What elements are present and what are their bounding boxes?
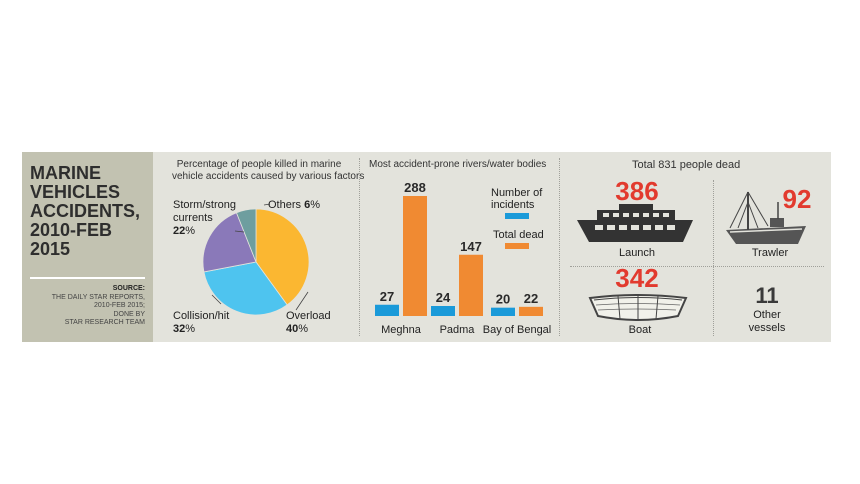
- pie-label-collision: Collision/hit 32%: [173, 310, 229, 336]
- pct-sign: %: [185, 225, 196, 237]
- title-divider: [30, 277, 145, 279]
- bar-value-label: 24: [436, 290, 451, 305]
- main-title: MARINE VEHICLES ACCIDENTS, 2010-FEB 2015: [30, 164, 150, 259]
- bar-incidents: [491, 307, 515, 316]
- bar-dead: [459, 254, 483, 316]
- pie-pct-storm: 22: [173, 225, 186, 237]
- launch-count: 386: [615, 176, 659, 206]
- vessel-grid-divider: [570, 266, 824, 268]
- pie-leader-line: [295, 291, 309, 311]
- boat-label: Boat: [628, 324, 652, 336]
- pct-sign: %: [310, 199, 320, 211]
- source-label: SOURCE:: [112, 285, 145, 292]
- bar-value-label: 288: [404, 180, 426, 195]
- pie-label-storm-line: currents: [173, 212, 213, 224]
- pie-label-others-name: Others: [268, 199, 302, 211]
- pie-slice: [255, 208, 310, 306]
- bar-dead: [403, 196, 427, 316]
- legend-incidents: Number of incidents: [491, 187, 542, 211]
- title-line: MARINE: [30, 163, 101, 183]
- title-line: 2010-FEB: [30, 220, 113, 240]
- pie-leader-line: [263, 203, 271, 206]
- boat-icon: [588, 290, 688, 329]
- title-line: 2015: [30, 239, 71, 259]
- infographic-panel: MARINE VEHICLES ACCIDENTS, 2010-FEB 2015…: [22, 152, 831, 342]
- boat-count: 342: [615, 263, 659, 293]
- bar-dead: [519, 306, 543, 316]
- title-panel: MARINE VEHICLES ACCIDENTS, 2010-FEB 2015…: [22, 152, 153, 342]
- bar-heading: Most accident-prone rivers/water bodies: [369, 159, 547, 170]
- pie-slice: [202, 212, 257, 273]
- bar-category-label: Meghna: [381, 324, 422, 336]
- legend-incidents-line: incidents: [491, 199, 535, 211]
- pie-slice: [235, 208, 257, 263]
- pie-heading-line: Percentage of people killed in marine: [176, 159, 342, 170]
- bar-value-label: 22: [524, 291, 538, 306]
- launch-label: Launch: [618, 247, 656, 259]
- panel-divider: [559, 158, 561, 336]
- other-vessels-count: 11: [755, 283, 779, 308]
- title-line: VEHICLES: [30, 182, 121, 202]
- source-line: STAR RESEARCH TEAM: [64, 319, 145, 326]
- pie-pct-collision: 32: [173, 323, 186, 335]
- trawler-count: 92: [782, 184, 812, 214]
- pie-leader-line: [234, 230, 245, 233]
- trawler-icon: [724, 188, 808, 251]
- pct-sign: %: [298, 323, 309, 335]
- pie-leader-line: [211, 294, 222, 305]
- source-line: THE DAILY STAR REPORTS,: [51, 293, 145, 301]
- bar-value-label: 27: [380, 289, 394, 304]
- pie-label-overload: Overload 40%: [286, 310, 331, 336]
- vessel-heading: Total 831 people dead: [632, 159, 741, 171]
- pie-label-others: Others 6%: [268, 199, 320, 212]
- bar-category-label: Padma: [440, 324, 476, 336]
- pie-label-collision-name: Collision/hit: [173, 310, 230, 322]
- other-vessels-label: Other vessels: [737, 309, 797, 335]
- pie-heading: Percentage of people killed in marine ve…: [172, 159, 365, 183]
- other-vessels-line: vessels: [748, 322, 786, 334]
- launch-ship-icon: [575, 204, 695, 251]
- vessel-grid-divider: [713, 180, 715, 336]
- legend-swatch-dead: [505, 243, 529, 249]
- pie-chart: [202, 203, 310, 316]
- bar-incidents: [375, 304, 399, 316]
- other-vessels-line: Other: [753, 309, 781, 321]
- pie-label-overload-name: Overload: [286, 310, 331, 322]
- bar-value-label: 20: [496, 292, 510, 307]
- pie-slice: [203, 261, 288, 316]
- bar-chart: 27 288 Meghna 24 147 Padma 20 22 Bay of Bengal: [375, 180, 552, 336]
- title-line: ACCIDENTS,: [30, 201, 141, 221]
- legend-swatch-incidents: [505, 213, 529, 219]
- pie-pct-overload: 40: [286, 323, 299, 335]
- pie-pct-others: 6: [304, 199, 311, 211]
- source-line: 2010-FEB 2015;: [94, 302, 145, 309]
- bar-incidents: [431, 306, 455, 316]
- bar-category-label: Bay of Bengal: [483, 324, 552, 336]
- trawler-label: Trawler: [751, 247, 789, 259]
- pie-label-storm: Storm/strong currents 22%: [173, 199, 236, 238]
- legend-dead: Total dead: [493, 229, 544, 241]
- legend-incidents-line: Number of: [491, 187, 543, 199]
- pie-label-storm-line: Storm/strong: [173, 199, 236, 211]
- pie-heading-line: vehicle accidents caused by various fact…: [172, 171, 365, 182]
- pct-sign: %: [185, 323, 196, 335]
- source-note: SOURCE: THE DAILY STAR REPORTS, 2010-FEB…: [25, 285, 145, 328]
- bar-value-label: 147: [460, 239, 482, 254]
- panel-divider: [359, 158, 361, 336]
- source-line: DONE BY: [113, 310, 145, 318]
